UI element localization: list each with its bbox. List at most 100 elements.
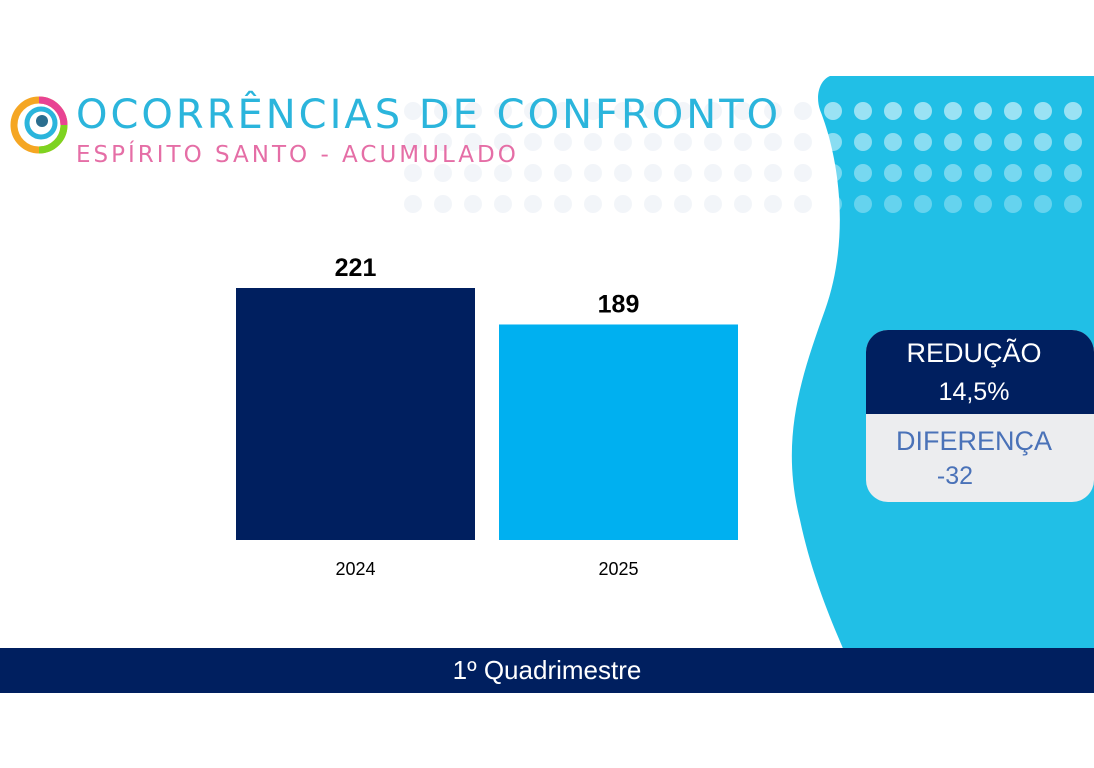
decor-dot — [944, 133, 962, 151]
decor-dot — [704, 164, 722, 182]
decor-dot — [974, 102, 992, 120]
dot-pattern — [404, 102, 1082, 213]
decor-dot — [704, 133, 722, 151]
decor-dot — [854, 133, 872, 151]
decor-dot — [884, 164, 902, 182]
reduction-label: REDUÇÃO — [906, 338, 1042, 368]
logo-icon — [10, 96, 68, 154]
decor-dot — [644, 195, 662, 213]
difference-label: DIFERENÇA — [895, 426, 1052, 456]
decor-dot — [764, 133, 782, 151]
data-label-2024: 221 — [335, 254, 377, 282]
decor-dot — [944, 195, 962, 213]
decor-dot — [614, 164, 632, 182]
decor-dot — [794, 164, 812, 182]
decor-dot — [824, 195, 842, 213]
decor-dot — [1064, 195, 1082, 213]
bar-2025 — [499, 324, 738, 540]
decor-dot — [734, 133, 752, 151]
decor-dot — [764, 102, 782, 120]
decor-dot — [584, 102, 602, 120]
decor-dot — [644, 164, 662, 182]
difference-value: -32 — [936, 462, 974, 490]
decor-dot — [1004, 195, 1022, 213]
decor-dot — [704, 102, 722, 120]
decor-dot — [1064, 102, 1082, 120]
decor-dot — [794, 102, 812, 120]
decor-dot — [1034, 164, 1052, 182]
decor-dot — [1064, 133, 1082, 151]
decor-dot — [404, 195, 422, 213]
decor-dot — [404, 164, 422, 182]
decor-dot — [434, 133, 452, 151]
decor-dot — [434, 164, 452, 182]
decor-dot — [524, 133, 542, 151]
decor-dot — [704, 195, 722, 213]
decor-dot — [554, 164, 572, 182]
decor-dot — [884, 102, 902, 120]
decor-dot — [1004, 102, 1022, 120]
footer-bar: 1º Quadrimestre — [0, 648, 1094, 693]
decor-dot — [584, 164, 602, 182]
x-tick-label-2024: 2024 — [335, 559, 375, 579]
page-title: OCORRÊNCIAS DE CONFRONTO — [76, 92, 782, 138]
decor-dot — [974, 164, 992, 182]
decor-dot — [464, 195, 482, 213]
decor-dot — [614, 133, 632, 151]
decor-dot — [884, 195, 902, 213]
decor-dot — [584, 133, 602, 151]
decor-dot — [824, 133, 842, 151]
decor-dot — [554, 195, 572, 213]
decor-dot — [494, 102, 512, 120]
decor-dot — [1064, 164, 1082, 182]
decor-dot — [524, 195, 542, 213]
decor-dot — [1004, 133, 1022, 151]
decor-dot — [524, 102, 542, 120]
decor-dot — [614, 195, 632, 213]
decor-dot — [674, 133, 692, 151]
decor-dot — [554, 133, 572, 151]
decor-dot — [614, 102, 632, 120]
decor-dot — [854, 102, 872, 120]
decor-dot — [824, 102, 842, 120]
decor-dot — [764, 195, 782, 213]
decor-dot — [644, 102, 662, 120]
decor-dot — [794, 195, 812, 213]
reduction-panel: REDUÇÃO 14,5% — [866, 330, 1094, 414]
data-label-2025: 189 — [598, 290, 640, 318]
decor-dot — [914, 133, 932, 151]
decor-dot — [464, 164, 482, 182]
decor-dot — [1034, 195, 1052, 213]
bar-2024 — [236, 288, 475, 540]
decor-dot — [1034, 133, 1052, 151]
decor-dot — [944, 102, 962, 120]
decor-dot — [974, 133, 992, 151]
decor-dot — [524, 164, 542, 182]
decor-dot — [644, 133, 662, 151]
page-subtitle: ESPÍRITO SANTO - ACUMULADO — [76, 142, 519, 168]
difference-panel: DIFERENÇA -32 — [866, 414, 1094, 502]
summary-card: REDUÇÃO 14,5% DIFERENÇA -32 — [866, 330, 1094, 502]
decor-dot — [674, 102, 692, 120]
decor-dot — [674, 164, 692, 182]
x-tick-label-2025: 2025 — [598, 559, 638, 579]
decor-dot — [1004, 164, 1022, 182]
decor-dot — [794, 133, 812, 151]
decor-dot — [854, 164, 872, 182]
decor-dot — [434, 102, 452, 120]
decor-dot — [674, 195, 692, 213]
decor-dot — [944, 164, 962, 182]
decor-dot — [914, 195, 932, 213]
decor-dot — [734, 195, 752, 213]
decor-dot — [494, 164, 512, 182]
reduction-value: 14,5% — [938, 378, 1010, 406]
decor-dot — [734, 102, 752, 120]
decor-dot — [914, 102, 932, 120]
decor-dot — [824, 164, 842, 182]
decor-dot — [554, 102, 572, 120]
decor-dot — [404, 133, 422, 151]
decor-dot — [494, 195, 512, 213]
decor-dot — [854, 195, 872, 213]
decor-dot — [914, 164, 932, 182]
